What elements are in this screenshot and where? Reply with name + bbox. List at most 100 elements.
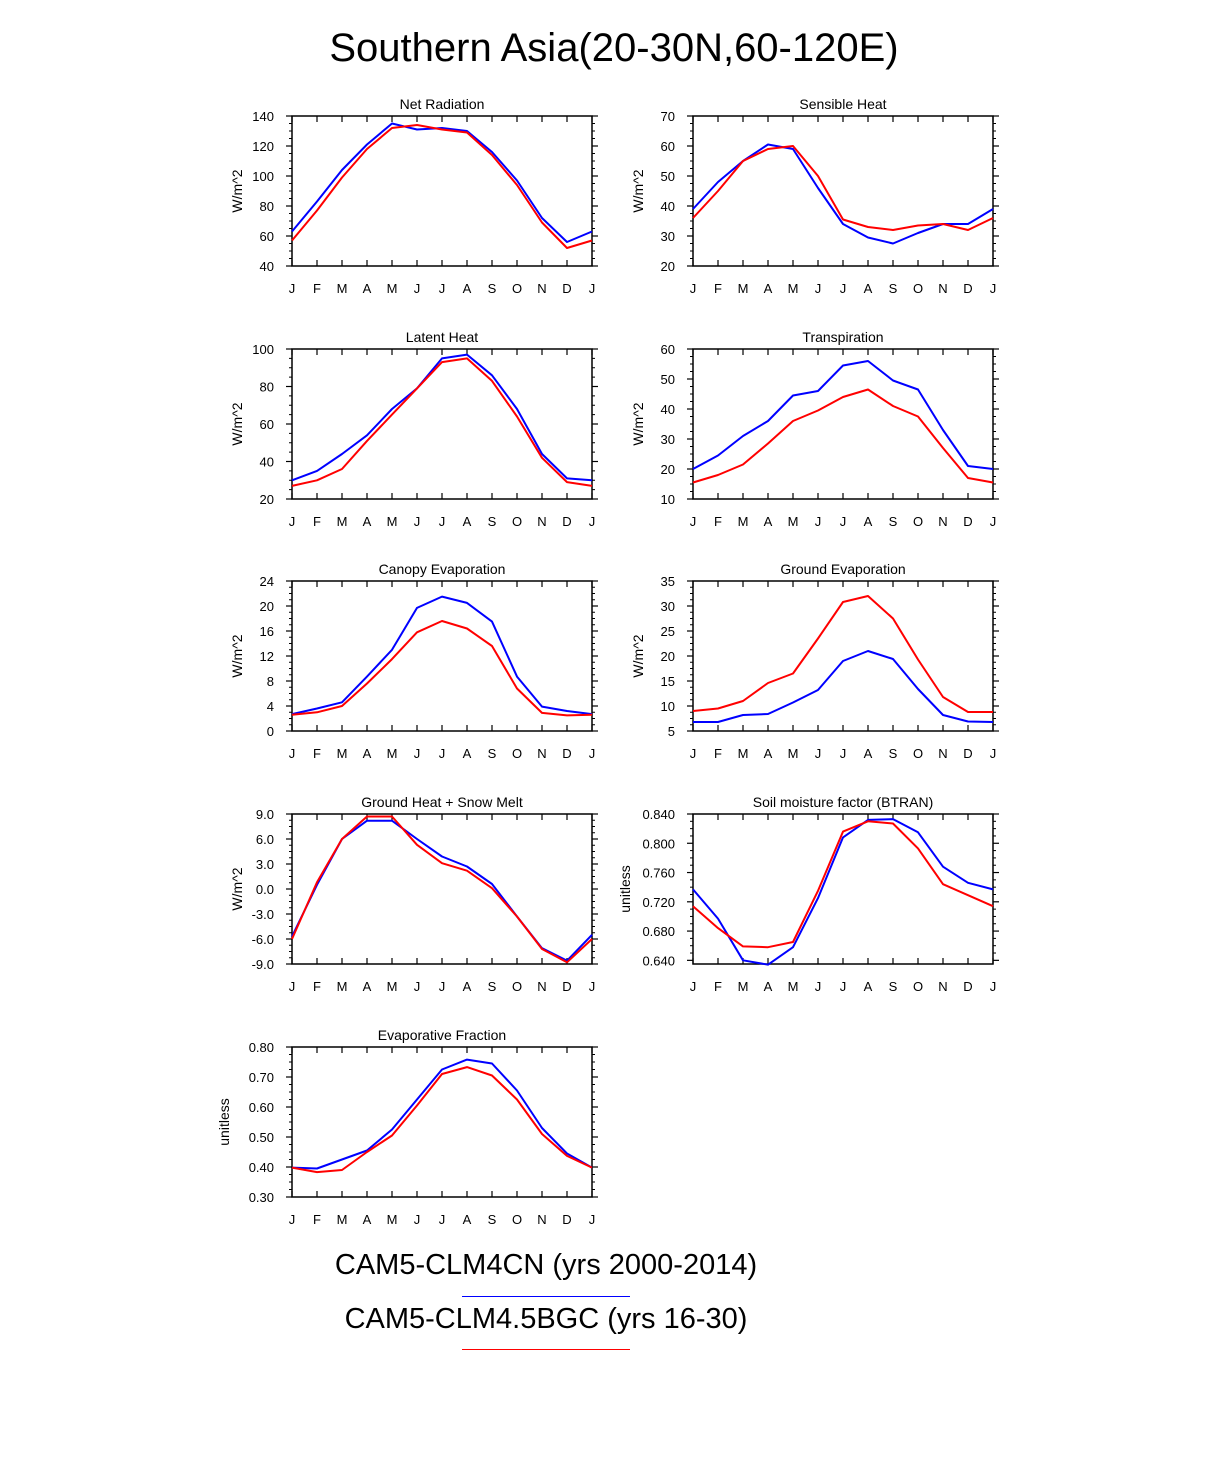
sensible-heat-xtick-label: J <box>690 281 697 296</box>
canopy-evaporation-title: Canopy Evaporation <box>379 561 506 577</box>
sensible-heat-xtick-label: N <box>938 281 947 296</box>
latent-heat-ylabel: W/m^2 <box>229 402 245 445</box>
canopy-evaporation-frame <box>291 580 593 732</box>
latent-heat-xtick-label: J <box>289 514 296 529</box>
legend-label-clm4cn: CAM5-CLM4CN (yrs 2000-2014) <box>334 1249 758 1281</box>
evaporative-fraction-ytick-label: 0.70 <box>249 1070 274 1085</box>
net-radiation-xtick-label: A <box>463 281 472 296</box>
net-radiation-xtick-label: F <box>313 281 321 296</box>
sensible-heat-xtick-label: D <box>963 281 972 296</box>
evaporative-fraction-title: Evaporative Fraction <box>378 1027 506 1043</box>
figure-title: Southern Asia(20-30N,60-120E) <box>329 26 899 70</box>
latent-heat-ytick-label: 80 <box>260 380 274 395</box>
soil-moisture-factor-btran-xtick-label: J <box>840 979 847 994</box>
transpiration-series-clm45bgc-line <box>692 388 994 484</box>
latent-heat-xtick-label: F <box>313 514 321 529</box>
transpiration-xtick-label: M <box>738 514 749 529</box>
transpiration-xtick-label: M <box>788 514 799 529</box>
ground-heat-snow-melt-ytick-label: 0.0 <box>256 882 274 897</box>
canopy-evaporation-series-clm45bgc-line <box>291 620 593 717</box>
ground-evaporation-ytick-label: 35 <box>661 574 675 589</box>
sensible-heat-ytick-label: 30 <box>661 229 675 244</box>
transpiration-frame <box>692 348 994 500</box>
net-radiation-xtick-label: J <box>439 281 446 296</box>
evaporative-fraction-xtick-label: F <box>313 1212 321 1227</box>
ground-heat-snow-melt-xtick-label: J <box>414 979 421 994</box>
soil-moisture-factor-btran-title: Soil moisture factor (BTRAN) <box>753 794 933 810</box>
ground-evaporation-xtick-label: J <box>840 746 847 761</box>
transpiration-ytick-label: 30 <box>661 432 675 447</box>
legend-line-clm4cn <box>462 1296 630 1297</box>
latent-heat-xtick-label: M <box>337 514 348 529</box>
ground-evaporation-xtick-label: M <box>738 746 749 761</box>
net-radiation-series-clm4cn-line <box>291 122 593 243</box>
transpiration-xtick-label: A <box>764 514 773 529</box>
evaporative-fraction-xtick-label: J <box>439 1212 446 1227</box>
evaporative-fraction-xtick-label: J <box>414 1212 421 1227</box>
sensible-heat-xtick-label: J <box>990 281 997 296</box>
net-radiation-ytick-label: 140 <box>252 109 274 124</box>
sensible-heat-ytick-label: 50 <box>661 169 675 184</box>
evaporative-fraction-xtick-label: M <box>387 1212 398 1227</box>
evaporative-fraction-xtick-label: J <box>589 1212 596 1227</box>
transpiration-ytick-label: 50 <box>661 372 675 387</box>
ground-evaporation-title: Ground Evaporation <box>780 561 905 577</box>
canopy-evaporation-ylabel: W/m^2 <box>229 634 245 677</box>
canopy-evaporation-xtick-label: J <box>589 746 596 761</box>
transpiration-xtick-label: J <box>815 514 822 529</box>
ground-heat-snow-melt-title: Ground Heat + Snow Melt <box>361 794 523 810</box>
latent-heat-ytick-label: 100 <box>252 342 274 357</box>
ground-heat-snow-melt-xtick-label: M <box>337 979 348 994</box>
ground-heat-snow-melt-xtick-label: N <box>537 979 546 994</box>
evaporative-fraction-ylabel: unitless <box>216 1098 232 1145</box>
canopy-evaporation-xtick-label: A <box>363 746 372 761</box>
latent-heat-series-clm4cn-line <box>291 353 593 482</box>
ground-heat-snow-melt-xtick-label: J <box>439 979 446 994</box>
canopy-evaporation-xtick-label: F <box>313 746 321 761</box>
ground-heat-snow-melt-ytick-label: 3.0 <box>256 857 274 872</box>
ground-heat-snow-melt-xtick-label: O <box>512 979 522 994</box>
transpiration-xtick-label: D <box>963 514 972 529</box>
sensible-heat-xtick-label: O <box>913 281 923 296</box>
sensible-heat-xtick-label: M <box>788 281 799 296</box>
transpiration-xtick-label: J <box>840 514 847 529</box>
ground-evaporation-xtick-label: F <box>714 746 722 761</box>
latent-heat-xtick-label: J <box>439 514 446 529</box>
latent-heat-xtick-label: A <box>363 514 372 529</box>
soil-moisture-factor-btran-ytick-label: 0.760 <box>642 866 675 881</box>
soil-moisture-factor-btran-xtick-label: D <box>963 979 972 994</box>
soil-moisture-factor-btran-xtick-label: J <box>690 979 697 994</box>
sensible-heat-ytick-label: 70 <box>661 109 675 124</box>
ground-evaporation-ytick-label: 15 <box>661 674 675 689</box>
transpiration-ytick-label: 40 <box>661 402 675 417</box>
net-radiation-xtick-label: N <box>537 281 546 296</box>
canopy-evaporation-ytick-label: 12 <box>260 649 274 664</box>
ground-heat-snow-melt-series-clm4cn-line <box>291 819 593 962</box>
net-radiation-ytick-label: 120 <box>252 139 274 154</box>
canopy-evaporation-xtick-label: J <box>289 746 296 761</box>
soil-moisture-factor-btran-series-clm4cn-line <box>692 818 994 966</box>
net-radiation-ytick-label: 80 <box>260 199 274 214</box>
sensible-heat-ylabel: W/m^2 <box>630 169 646 212</box>
legend-label-clm45bgc: CAM5-CLM4.5BGC (yrs 16-30) <box>344 1303 748 1335</box>
latent-heat-xtick-label: D <box>562 514 571 529</box>
sensible-heat-xtick-label: J <box>815 281 822 296</box>
net-radiation-xtick-label: J <box>414 281 421 296</box>
ground-evaporation-xtick-label: J <box>815 746 822 761</box>
net-radiation-xtick-label: M <box>337 281 348 296</box>
latent-heat-frame <box>291 348 593 500</box>
transpiration-series-clm4cn-line <box>692 360 994 470</box>
canopy-evaporation-xtick-label: D <box>562 746 571 761</box>
soil-moisture-factor-btran-ytick-label: 0.840 <box>642 807 675 822</box>
latent-heat-xtick-label: J <box>589 514 596 529</box>
transpiration-ytick-label: 60 <box>661 342 675 357</box>
ground-heat-snow-melt-xtick-label: F <box>313 979 321 994</box>
ground-heat-snow-melt-series-clm45bgc-line <box>291 815 593 964</box>
ground-heat-snow-melt-frame <box>291 813 593 965</box>
canopy-evaporation-xtick-label: A <box>463 746 472 761</box>
transpiration-xtick-label: J <box>990 514 997 529</box>
canopy-evaporation-ytick-label: 8 <box>267 674 274 689</box>
soil-moisture-factor-btran-ytick-label: 0.720 <box>642 895 675 910</box>
evaporative-fraction-xtick-label: A <box>463 1212 472 1227</box>
